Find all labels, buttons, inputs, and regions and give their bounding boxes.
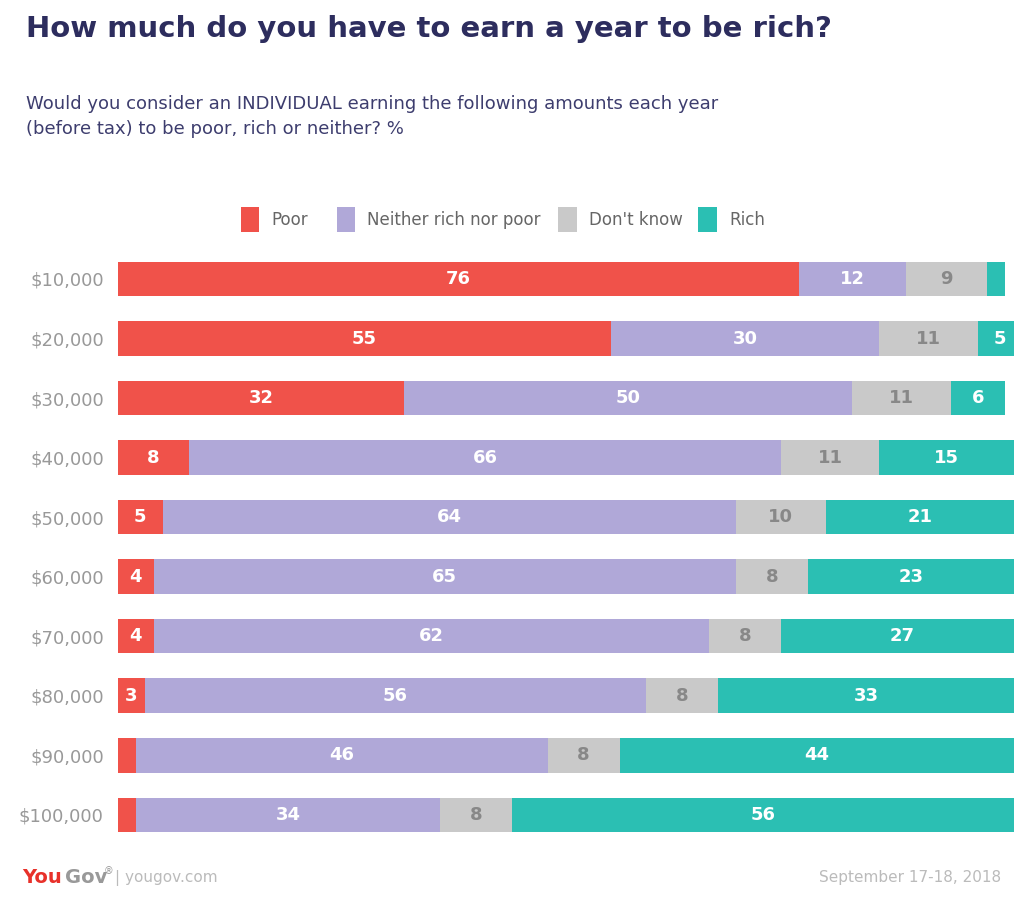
Text: 9: 9 — [940, 270, 952, 288]
Bar — [118, 738, 135, 773]
Text: 11: 11 — [817, 449, 843, 467]
Text: You: You — [23, 869, 62, 887]
Bar — [736, 559, 808, 593]
Bar — [118, 559, 154, 593]
Text: 23: 23 — [898, 568, 924, 586]
Text: Rich: Rich — [729, 210, 765, 229]
Bar — [698, 208, 717, 233]
Bar — [718, 678, 1014, 713]
Bar — [118, 262, 799, 296]
Text: Neither rich nor poor: Neither rich nor poor — [368, 210, 541, 229]
Bar — [337, 208, 355, 233]
Bar — [799, 262, 906, 296]
Bar — [987, 262, 1005, 296]
Bar — [163, 500, 736, 534]
Bar — [118, 500, 163, 534]
Text: | yougov.com: | yougov.com — [115, 869, 217, 885]
Bar — [620, 738, 1014, 773]
Bar — [189, 440, 780, 474]
Text: 8: 8 — [578, 746, 590, 764]
Text: 11: 11 — [889, 389, 914, 407]
Bar — [440, 797, 512, 832]
Text: 30: 30 — [732, 330, 758, 348]
Bar — [646, 678, 718, 713]
Text: 32: 32 — [249, 389, 273, 407]
Bar — [241, 208, 259, 233]
Bar — [808, 559, 1014, 593]
Bar — [118, 797, 135, 832]
Bar — [154, 619, 710, 653]
Text: 4: 4 — [129, 627, 142, 645]
Text: 6: 6 — [972, 389, 984, 407]
Text: 50: 50 — [616, 389, 641, 407]
Bar — [135, 738, 548, 773]
Text: 66: 66 — [473, 449, 498, 467]
Text: How much do you have to earn a year to be rich?: How much do you have to earn a year to b… — [26, 15, 831, 43]
Text: 21: 21 — [907, 508, 932, 526]
Bar — [880, 440, 1014, 474]
Bar — [144, 678, 646, 713]
Bar — [118, 381, 404, 415]
Text: 76: 76 — [445, 270, 471, 288]
Bar — [118, 678, 144, 713]
Text: 34: 34 — [275, 806, 300, 824]
Text: 12: 12 — [840, 270, 865, 288]
Text: 62: 62 — [419, 627, 443, 645]
Bar — [558, 208, 577, 233]
Bar — [404, 381, 852, 415]
Text: 10: 10 — [768, 508, 794, 526]
Text: Would you consider an INDIVIDUAL earning the following amounts each year
(before: Would you consider an INDIVIDUAL earning… — [26, 95, 718, 138]
Text: 55: 55 — [351, 330, 377, 348]
Bar — [736, 500, 825, 534]
Text: 56: 56 — [751, 806, 775, 824]
Bar — [154, 559, 736, 593]
Text: 8: 8 — [470, 806, 482, 824]
Bar — [610, 321, 880, 355]
Text: 8: 8 — [147, 449, 160, 467]
Bar — [709, 619, 780, 653]
Bar — [852, 381, 951, 415]
Bar — [118, 440, 189, 474]
Text: 8: 8 — [738, 627, 752, 645]
Bar — [512, 797, 1014, 832]
Bar — [880, 321, 978, 355]
Text: 8: 8 — [766, 568, 778, 586]
Bar — [118, 321, 610, 355]
Text: 44: 44 — [804, 746, 829, 764]
Text: 4: 4 — [129, 568, 142, 586]
Text: 5: 5 — [134, 508, 146, 526]
Text: 56: 56 — [383, 687, 408, 705]
Bar — [951, 381, 1005, 415]
Text: 46: 46 — [330, 746, 354, 764]
Bar — [906, 262, 987, 296]
Text: 33: 33 — [853, 687, 879, 705]
Text: 27: 27 — [889, 627, 914, 645]
Text: Poor: Poor — [271, 210, 308, 229]
Bar — [135, 797, 440, 832]
Text: 8: 8 — [676, 687, 688, 705]
Text: 15: 15 — [934, 449, 959, 467]
Bar — [825, 500, 1014, 534]
Text: 5: 5 — [994, 330, 1007, 348]
Text: 65: 65 — [432, 568, 458, 586]
Text: 11: 11 — [916, 330, 941, 348]
Bar — [978, 321, 1023, 355]
Bar — [781, 440, 880, 474]
Bar — [118, 619, 154, 653]
Text: Gov: Gov — [65, 869, 106, 887]
Text: September 17-18, 2018: September 17-18, 2018 — [819, 870, 1001, 885]
Text: 64: 64 — [437, 508, 462, 526]
Bar — [548, 738, 620, 773]
Text: 3: 3 — [125, 687, 137, 705]
Bar — [781, 619, 1023, 653]
Text: ®: ® — [103, 867, 114, 877]
Text: Don't know: Don't know — [589, 210, 683, 229]
